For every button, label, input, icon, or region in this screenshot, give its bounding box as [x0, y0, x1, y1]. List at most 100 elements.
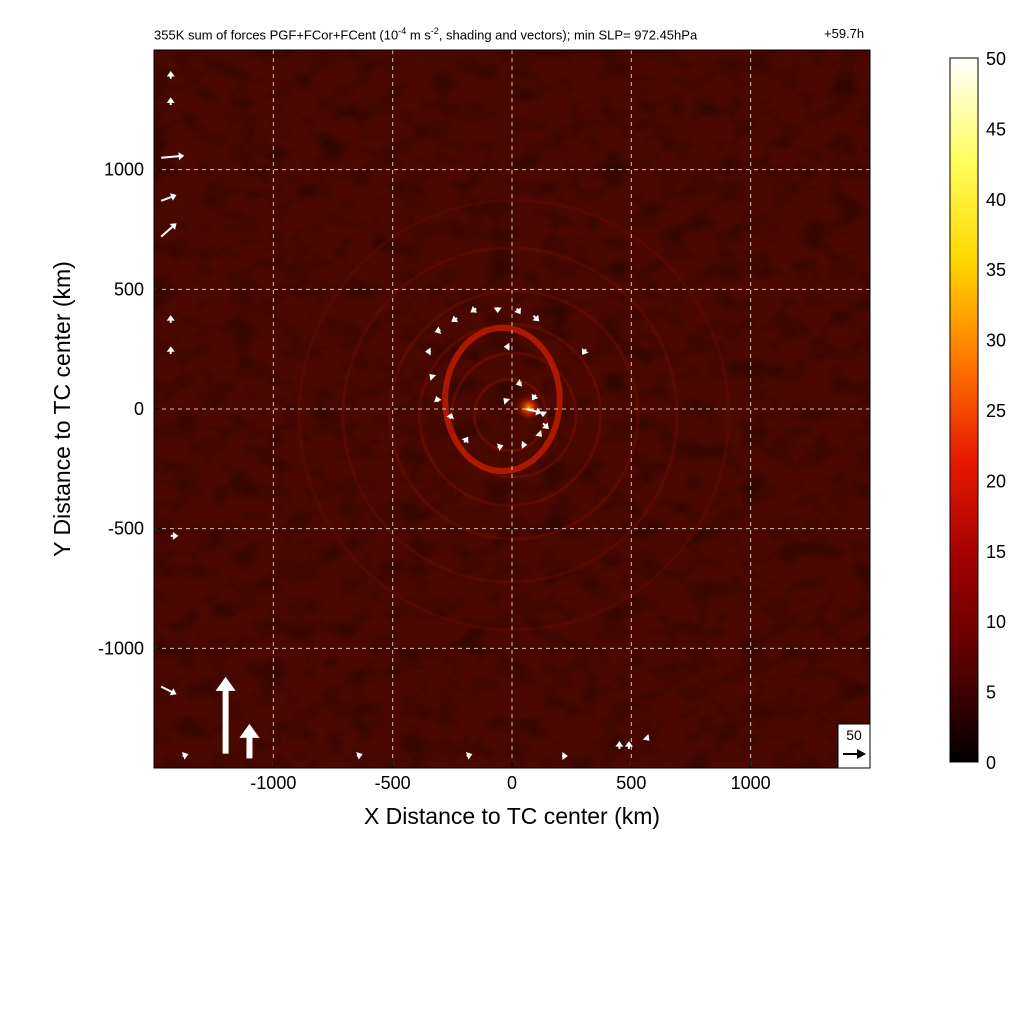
force-vector [542, 422, 549, 430]
y-tick-label: -1000 [98, 638, 144, 658]
force-vector [493, 307, 502, 314]
force-vector [526, 407, 542, 416]
force-vector [160, 223, 177, 238]
rainband-ring [417, 322, 603, 508]
title-exp1: -4 [398, 26, 407, 36]
vector-head [356, 752, 363, 760]
force-vector [503, 397, 511, 405]
vector-head [239, 723, 260, 738]
force-vector [160, 685, 177, 696]
force-vector [521, 440, 528, 449]
vector-head [446, 412, 454, 420]
force-vector [161, 152, 185, 161]
x-tick-label: 500 [616, 773, 646, 793]
vector-head [535, 430, 543, 437]
y-axis-label: Y Distance to TC center (km) [49, 261, 75, 557]
rainband-ring [472, 377, 548, 453]
vector-head [503, 342, 510, 351]
rainband-ring [297, 198, 731, 632]
rainband-ring [388, 289, 640, 541]
colorbar-tick-label: 45 [986, 119, 1006, 139]
force-vector [434, 396, 442, 403]
title-suffix: , shading and vectors); min SLP= 972.45h… [438, 27, 698, 43]
colorbar-tick-label: 15 [986, 542, 1006, 562]
colorbar-tick-label: 25 [986, 401, 1006, 421]
y-tick-label: 500 [114, 279, 144, 299]
force-vector [461, 436, 469, 444]
colorbar-tick-label: 50 [986, 49, 1006, 69]
vector-head [425, 347, 431, 356]
force-vector [239, 723, 260, 759]
force-vector [581, 348, 589, 355]
vector-head [166, 346, 175, 352]
colorbar-tick-label: 5 [986, 683, 996, 703]
force-maximum [514, 393, 543, 422]
vector-head [521, 440, 528, 449]
vector-head [496, 443, 504, 451]
colorbar-tick-label: 30 [986, 331, 1006, 351]
title-exp2: -2 [430, 26, 439, 36]
vector-head [461, 436, 469, 444]
title-mid: m s [406, 27, 431, 43]
plot-frame [153, 49, 871, 769]
x-tick-label: -1000 [250, 773, 296, 793]
force-vector [356, 752, 363, 760]
y-tick-label: 1000 [104, 160, 144, 180]
colorbar-tick-label: 35 [986, 260, 1006, 280]
x-tick-label: -500 [375, 773, 411, 793]
force-vector [166, 346, 175, 354]
x-tick-label: 1000 [731, 773, 771, 793]
force-vector [166, 315, 175, 323]
force-vector [503, 342, 510, 351]
vector-head [166, 97, 175, 103]
force-vector [451, 315, 459, 323]
force-vector [496, 443, 504, 451]
title-prefix: 355K sum of forces PGF+FCor+FCent (10 [154, 27, 399, 43]
reference-vector-label: 50 [846, 727, 862, 743]
vector-head [429, 374, 437, 381]
chart-title: 355K sum of forces PGF+FCor+FCent (10-4 … [154, 26, 697, 42]
vector-head [514, 307, 521, 315]
colorbar-tick-label: 10 [986, 612, 1006, 632]
y-tick-label: 0 [134, 399, 144, 419]
vector-head [166, 71, 175, 77]
force-vector [215, 676, 236, 754]
vector-head [624, 741, 633, 747]
vector-head [169, 193, 177, 201]
vector-head [215, 676, 236, 691]
vector-head [503, 397, 511, 405]
y-tick-label: -500 [108, 519, 144, 539]
force-vector [160, 193, 177, 202]
colorbar [949, 57, 979, 763]
vector-head [169, 688, 177, 696]
force-vector [434, 326, 442, 334]
vector-head [562, 752, 568, 761]
force-vector [535, 430, 543, 437]
rainband-ring [341, 246, 679, 584]
reference-box [837, 723, 871, 769]
vector-head [535, 407, 542, 416]
vector-head [178, 152, 185, 161]
force-vector [514, 307, 521, 315]
vector-shaft [160, 685, 175, 694]
eyewall-ring [442, 324, 563, 475]
force-vector [531, 393, 539, 401]
vector-head [493, 307, 502, 314]
force-vector [166, 97, 175, 106]
force-vector [470, 305, 478, 313]
vector-shaft [160, 224, 175, 238]
vector-head [542, 422, 549, 430]
colorbar-tick-label: 40 [986, 190, 1006, 210]
forecast-time: +59.7h [824, 26, 865, 41]
force-vector [166, 71, 175, 79]
colorbar-tick-label: 20 [986, 471, 1006, 491]
vector-head [434, 326, 442, 334]
vector-head [581, 348, 589, 355]
reference-arrow-head [857, 749, 866, 759]
vector-head [531, 393, 539, 401]
vector-head [451, 315, 459, 323]
force-vector [465, 752, 473, 760]
force-vector [532, 314, 540, 322]
